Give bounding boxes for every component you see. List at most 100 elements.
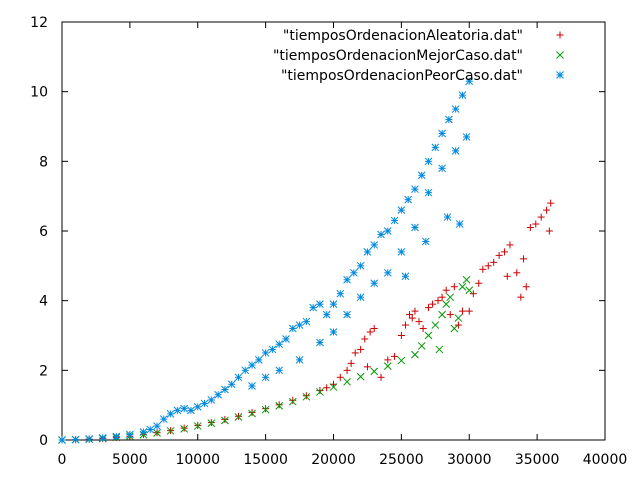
data-point: [450, 283, 458, 291]
data-point: [166, 427, 175, 435]
data-point: [415, 318, 423, 326]
data-point: [397, 332, 405, 339]
data-point: [490, 258, 498, 266]
data-point: [262, 405, 270, 413]
data-point: [435, 345, 444, 354]
data-point: [501, 248, 509, 256]
data-point: [261, 373, 270, 382]
data-point: [503, 272, 511, 280]
x-tick-label: 10000: [175, 452, 220, 468]
data-point: [248, 408, 256, 416]
data-point: [316, 338, 324, 347]
data-point: [479, 265, 487, 273]
data-point: [383, 227, 392, 235]
data-point: [438, 293, 446, 301]
data-point: [146, 425, 155, 434]
data-point: [343, 366, 351, 374]
legend: "tiemposOrdenacionAleatoria.dat" "tiempos…: [273, 28, 564, 84]
data-point: [193, 403, 202, 411]
data-point: [431, 321, 440, 329]
data-point: [411, 185, 419, 194]
data-point: [397, 356, 406, 365]
data-point: [126, 430, 134, 439]
data-point: [193, 422, 202, 430]
series-3: [58, 77, 474, 444]
data-point: [159, 415, 168, 423]
data-point: [384, 356, 392, 364]
data-point: [517, 293, 525, 301]
data-point: [506, 241, 514, 249]
data-point: [438, 164, 446, 173]
data-point: [462, 275, 471, 284]
data-point: [397, 206, 406, 214]
data-point: [329, 300, 338, 309]
data-point: [58, 436, 66, 444]
data-point: [343, 310, 351, 319]
data-marks: [58, 77, 555, 444]
data-point: [316, 387, 324, 395]
data-point: [288, 397, 297, 406]
data-point: [383, 268, 392, 277]
data-point: [180, 404, 189, 413]
data-point: [356, 372, 365, 381]
legend-label: "tiemposOrdenacionAleatoria.dat": [283, 28, 523, 44]
x-tick-label: 40000: [583, 452, 628, 468]
data-point: [390, 216, 399, 225]
x-tick-label: 5000: [112, 452, 148, 468]
data-point: [361, 335, 369, 343]
data-point: [316, 300, 324, 309]
data-point: [451, 147, 460, 155]
data-point: [469, 290, 477, 298]
data-point: [221, 415, 229, 423]
data-point: [443, 213, 452, 221]
data-point: [370, 367, 379, 376]
data-point: [370, 325, 378, 333]
data-point: [417, 171, 426, 180]
x-tick-label: 30000: [447, 452, 492, 468]
y-tick-label: 10: [30, 85, 48, 101]
data-point: [522, 283, 530, 291]
data-point: [383, 362, 392, 371]
data-point: [187, 406, 195, 415]
legend-label: "tiemposOrdenacionMejorCaso.dat": [273, 48, 523, 64]
data-point: [484, 262, 492, 270]
legend-marker: [556, 31, 564, 39]
data-point: [323, 384, 331, 392]
data-point: [370, 241, 379, 249]
legend-label: "tiemposOrdenacionPeorCaso.dat": [281, 68, 523, 84]
legend-marker: [556, 71, 564, 79]
plot-frame: [61, 21, 606, 441]
data-point: [329, 328, 338, 336]
data-point: [234, 413, 243, 421]
y-tick-label: 12: [30, 15, 48, 31]
data-point: [275, 402, 284, 410]
data-point: [434, 297, 442, 305]
data-point: [411, 223, 419, 232]
data-point: [275, 401, 283, 409]
data-point: [289, 396, 297, 404]
data-point: [288, 324, 297, 333]
data-point: [357, 345, 365, 353]
data-point: [85, 435, 94, 443]
series-2: [58, 275, 474, 444]
data-point: [343, 377, 351, 386]
data-point: [71, 435, 80, 444]
data-point: [248, 409, 256, 418]
data-point: [445, 115, 453, 124]
data-point: [454, 321, 462, 329]
y-tick-label: 0: [39, 433, 48, 449]
data-point: [350, 268, 358, 277]
data-point: [446, 293, 455, 302]
data-point: [458, 307, 466, 315]
data-point: [366, 328, 374, 336]
data-point: [377, 373, 385, 381]
data-point: [424, 157, 433, 166]
data-point: [438, 129, 446, 138]
data-point: [166, 410, 175, 418]
data-point: [302, 392, 311, 401]
data-point: [302, 317, 311, 326]
data-point: [458, 91, 467, 100]
data-point: [450, 324, 459, 333]
data-point: [275, 366, 284, 375]
data-point: [351, 349, 359, 357]
